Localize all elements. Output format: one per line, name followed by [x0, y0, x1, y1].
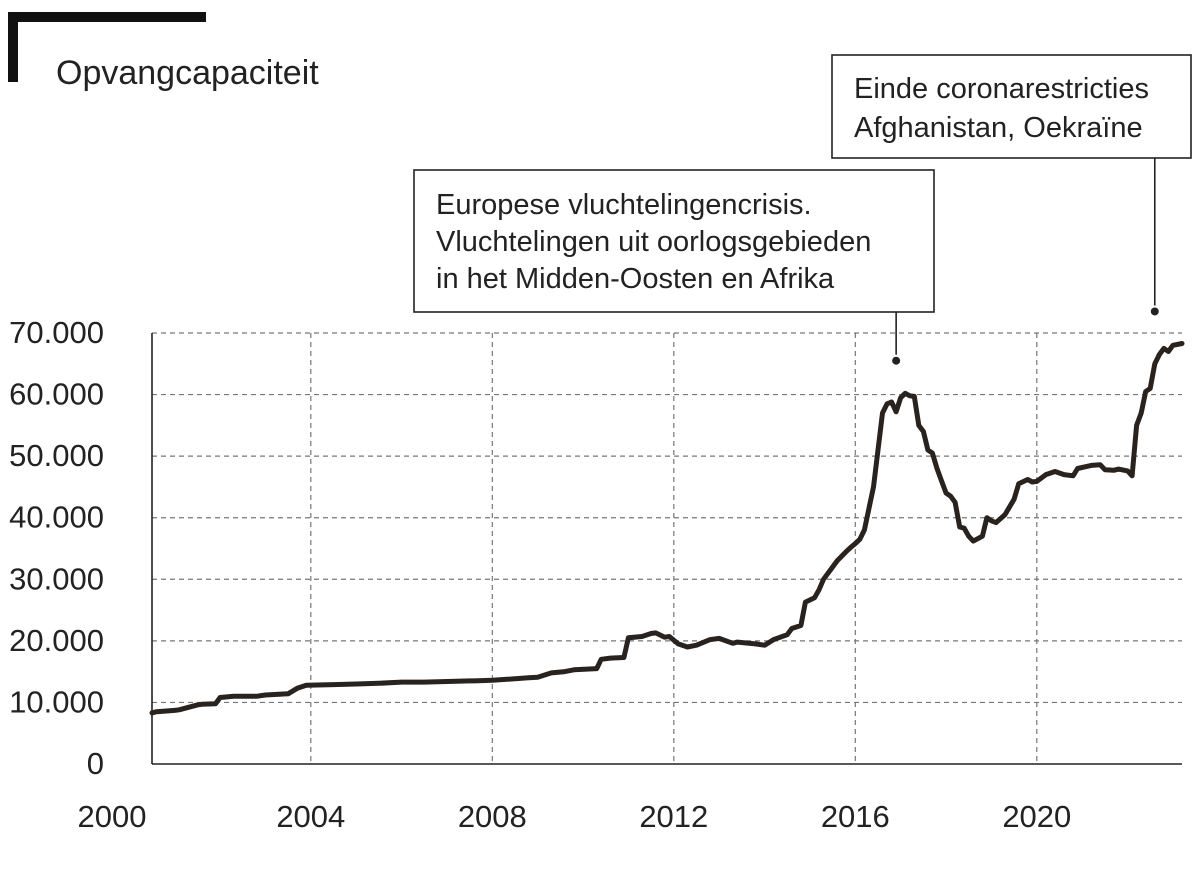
y-tick-label: 60.000: [9, 377, 104, 412]
annotations: Europese vluchtelingencrisis. Vluchteling…: [413, 54, 1192, 365]
x-tick-label: 2020: [1002, 799, 1071, 834]
annotation-text-1-0: Einde coronarestricties: [854, 73, 1149, 105]
x-tick-label: 2012: [639, 799, 708, 834]
annotation-text-0-2: in het Midden-Oosten en Afrika: [436, 263, 835, 295]
grid: [151, 332, 1182, 765]
y-tick-label: 50.000: [9, 438, 104, 473]
annotation-dot-0: [892, 356, 901, 365]
y-tick-label: 20.000: [9, 623, 104, 658]
y-tick-label: 0: [87, 746, 104, 781]
series-line-0: [149, 341, 1185, 716]
annotation-text-0-0: Europese vluchtelingencrisis.: [436, 189, 812, 221]
y-tick-label: 10.000: [9, 684, 104, 719]
annotation-dot-1: [1150, 307, 1159, 316]
y-tick-label: 40.000: [9, 500, 104, 535]
annotation-box-0: [413, 169, 935, 313]
title-marker-vertical: [8, 12, 18, 82]
x-tick-label: 2008: [458, 799, 527, 834]
x-tick-label: 2016: [821, 799, 890, 834]
series-layer: [149, 341, 1185, 716]
y-tick-label: 70.000: [9, 315, 104, 350]
title-marker-horizontal: [8, 12, 206, 22]
annotation-box-1: [831, 54, 1192, 159]
x-axis-ticks: 2000 2004 2008 2012 2016 2020: [78, 799, 1072, 834]
chart-title: Opvangcapaciteit: [56, 54, 319, 92]
y-tick-label: 30.000: [9, 561, 104, 596]
y-axis-ticks: 0 10.000 20.000 30.000 40.000 50.000 60.000 70.…: [9, 315, 104, 781]
x-tick-label: 2000: [78, 799, 147, 834]
annotation-text-0-1: Vluchtelingen uit oorlogsgebieden: [436, 226, 871, 258]
annotation-text-1-1: Afghanistan, Oekraïne: [854, 112, 1143, 144]
x-tick-label: 2004: [276, 799, 345, 834]
